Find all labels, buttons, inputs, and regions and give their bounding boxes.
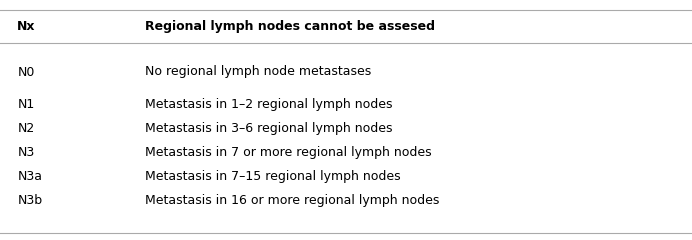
- Text: Metastasis in 7 or more regional lymph nodes: Metastasis in 7 or more regional lymph n…: [145, 146, 432, 159]
- Text: N1: N1: [17, 98, 35, 111]
- Text: Nx: Nx: [17, 20, 36, 33]
- Text: Regional lymph nodes cannot be assesed: Regional lymph nodes cannot be assesed: [145, 20, 435, 33]
- Text: No regional lymph node metastases: No regional lymph node metastases: [145, 66, 372, 78]
- Text: N0: N0: [17, 66, 35, 78]
- Text: Metastasis in 16 or more regional lymph nodes: Metastasis in 16 or more regional lymph …: [145, 194, 439, 207]
- Text: N2: N2: [17, 122, 35, 135]
- Text: N3: N3: [17, 146, 35, 159]
- Text: N3a: N3a: [17, 170, 42, 183]
- Text: N3b: N3b: [17, 194, 42, 207]
- Text: Metastasis in 7–15 regional lymph nodes: Metastasis in 7–15 regional lymph nodes: [145, 170, 401, 183]
- Text: Metastasis in 1–2 regional lymph nodes: Metastasis in 1–2 regional lymph nodes: [145, 98, 393, 111]
- Text: Metastasis in 3–6 regional lymph nodes: Metastasis in 3–6 regional lymph nodes: [145, 122, 393, 135]
